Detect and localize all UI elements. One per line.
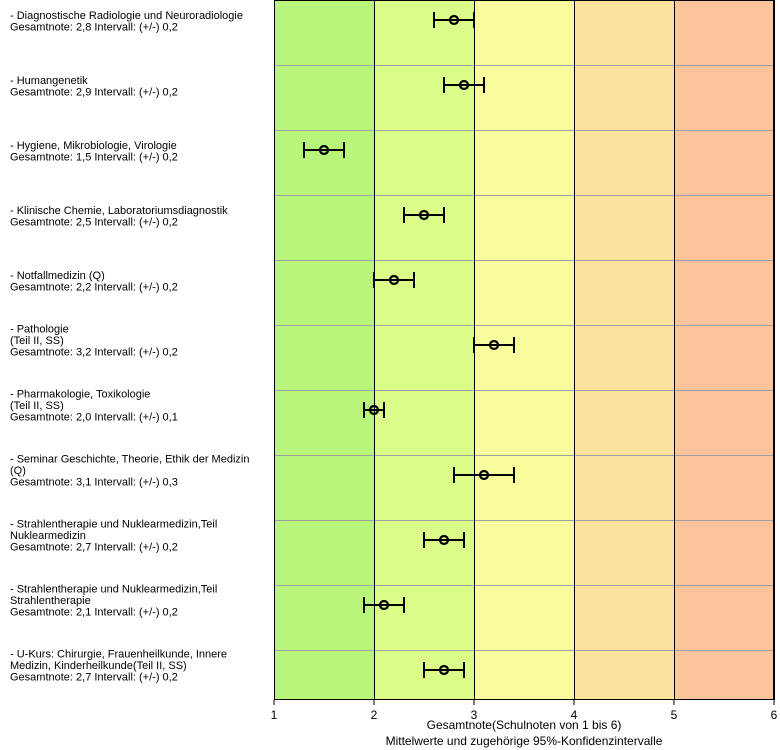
- mean-marker: [438, 664, 450, 676]
- mean-marker: [318, 144, 330, 156]
- mean-marker: [418, 209, 430, 221]
- mean-marker: [438, 534, 450, 546]
- data-point-group: [363, 597, 405, 613]
- vertical-gridlines: [274, 0, 775, 700]
- x-tick-label: 2: [371, 708, 378, 722]
- data-point-group: [363, 402, 385, 418]
- data-point-group: [423, 532, 465, 548]
- x-axis-subtitle: Mittelwerte und zugehörige 95%-Konfidenz…: [386, 734, 663, 748]
- category-label-line: - Pathologie: [10, 324, 69, 336]
- data-point-group: [453, 467, 515, 483]
- category-label-line: Gesamtnote: 2,0 Intervall: (+/-) 0,1: [10, 412, 178, 424]
- category-labels: - Diagnostische Radiologie und Neuroradi…: [10, 10, 249, 684]
- mean-marker: [368, 404, 380, 416]
- category-label-line: - Diagnostische Radiologie und Neuroradi…: [10, 10, 243, 22]
- category-label-line: Gesamtnote: 2,1 Intervall: (+/-) 0,2: [10, 607, 178, 619]
- x-axis-ticks: 1 2 3 4 5 6: [271, 700, 778, 722]
- category-label-line: Gesamtnote: 2,2 Intervall: (+/-) 0,2: [10, 282, 178, 294]
- category-label-line: (Teil II, SS): [10, 400, 64, 412]
- data-point-group: [433, 12, 475, 28]
- mean-marker: [388, 274, 400, 286]
- category-label-line: - Humangenetik: [10, 75, 88, 87]
- category-label-line: - Strahlentherapie und Nuklearmedizin,Te…: [10, 519, 217, 531]
- category-label-line: Medizin, Kinderheilkunde(Teil II, SS): [10, 660, 187, 672]
- x-tick-label: 4: [571, 708, 578, 722]
- data-point-group: [403, 207, 445, 223]
- mean-marker: [458, 79, 470, 91]
- category-label-line: Strahlentherapie: [10, 595, 91, 607]
- category-label-line: (Teil II, SS): [10, 335, 64, 347]
- grade-zones: [274, 0, 774, 700]
- x-tick-label: 6: [771, 708, 778, 722]
- category-label-line: Gesamtnote: 3,2 Intervall: (+/-) 0,2: [10, 347, 178, 359]
- category-label-line: - Klinische Chemie, Laboratoriumsdiagnos…: [10, 205, 228, 217]
- mean-marker: [488, 339, 500, 351]
- category-label-line: Gesamtnote: 1,5 Intervall: (+/-) 0,2: [10, 152, 178, 164]
- data-point-group: [443, 77, 485, 93]
- x-tick-label: 1: [271, 708, 278, 722]
- category-label-line: - Hygiene, Mikrobiologie, Virologie: [10, 140, 177, 152]
- x-tick-label: 5: [671, 708, 678, 722]
- category-label-line: - U-Kurs: Chirurgie, Frauenheilkunde, In…: [10, 649, 227, 661]
- category-label-line: Nuklearmedizin: [10, 530, 86, 542]
- grade-zone-4: [574, 0, 674, 700]
- data-point-group: [373, 272, 415, 288]
- mean-marker: [478, 469, 490, 481]
- category-label-line: (Q): [10, 465, 26, 477]
- x-tick-label: 3: [471, 708, 478, 722]
- grade-zone-1: [274, 0, 374, 700]
- category-label-line: Gesamtnote: 2,7 Intervall: (+/-) 0,2: [10, 542, 178, 554]
- category-label-line: Gesamtnote: 3,1 Intervall: (+/-) 0,3: [10, 477, 178, 489]
- category-label-line: - Pharmakologie, Toxikologie: [10, 389, 150, 401]
- data-marks: [303, 12, 515, 678]
- category-label-line: - Strahlentherapie und Nuklearmedizin,Te…: [10, 584, 217, 596]
- category-label-line: Gesamtnote: 2,5 Intervall: (+/-) 0,2: [10, 217, 178, 229]
- data-point-group: [473, 337, 515, 353]
- x-axis-title: Gesamtnote(Schulnoten von 1 bis 6): [427, 718, 622, 732]
- grade-zone-2: [374, 0, 474, 700]
- mean-marker: [378, 599, 390, 611]
- category-label-line: Gesamtnote: 2,7 Intervall: (+/-) 0,2: [10, 672, 178, 684]
- category-label-line: Gesamtnote: 2,8 Intervall: (+/-) 0,2: [10, 22, 178, 34]
- grade-zone-5: [674, 0, 774, 700]
- category-label-line: - Notfallmedizin (Q): [10, 270, 105, 282]
- mean-marker: [448, 14, 460, 26]
- category-label-line: - Seminar Geschichte, Theorie, Ethik der…: [10, 454, 249, 466]
- data-point-group: [303, 142, 345, 158]
- plot-frame: [274, 0, 774, 700]
- data-point-group: [423, 662, 465, 678]
- category-label-line: Gesamtnote: 2,9 Intervall: (+/-) 0,2: [10, 87, 178, 99]
- grade-zone-3: [474, 0, 574, 700]
